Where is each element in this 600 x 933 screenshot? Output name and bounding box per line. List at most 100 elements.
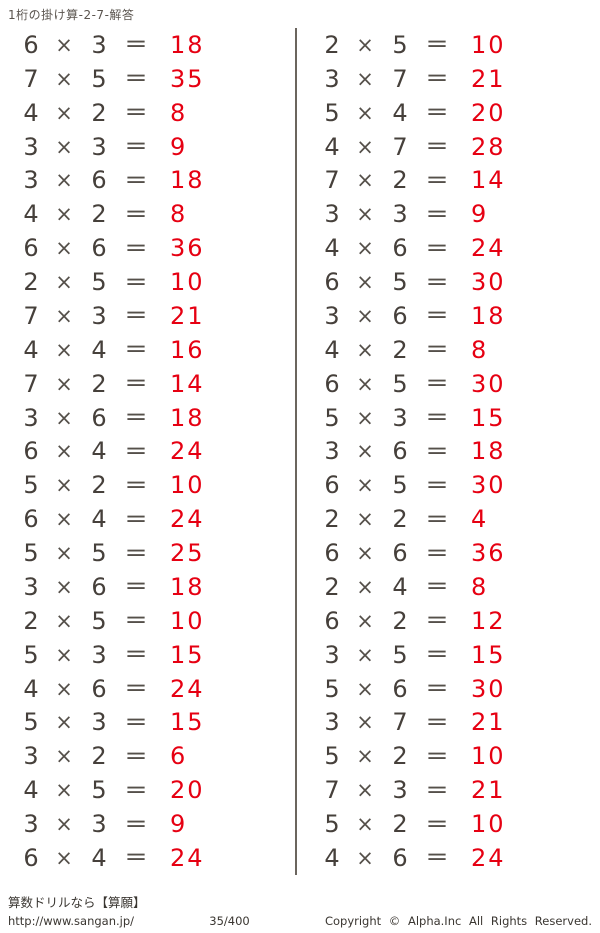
answer-value: 9 xyxy=(170,810,188,839)
operand-a: 7 xyxy=(324,166,340,195)
operand-a: 4 xyxy=(324,843,340,872)
operand-a: 5 xyxy=(324,403,340,432)
operand-a: 3 xyxy=(324,708,340,737)
problem-row: 5 × 2 = 10 xyxy=(0,468,295,502)
column-divider xyxy=(295,28,297,875)
operand-b: 3 xyxy=(392,200,408,229)
answer-value: 4 xyxy=(471,505,489,534)
equals-sign: = xyxy=(425,32,449,58)
operand-b: 6 xyxy=(91,166,107,195)
operand-b: 2 xyxy=(91,200,107,229)
times-sign: × xyxy=(356,812,374,837)
times-sign: × xyxy=(356,507,374,532)
answer-value: 15 xyxy=(471,640,506,669)
copyright-text: Copyright © Alpha.Inc All Rights Reserve… xyxy=(324,914,592,928)
times-sign: × xyxy=(356,778,374,803)
answer-value: 24 xyxy=(170,674,205,703)
answer-value: 18 xyxy=(471,301,506,330)
times-sign: × xyxy=(55,371,73,396)
times-sign: × xyxy=(356,710,374,735)
times-sign: × xyxy=(356,405,374,430)
operand-a: 3 xyxy=(23,572,39,601)
times-sign: × xyxy=(55,32,73,57)
problem-row: 4 × 6 = 24 xyxy=(297,231,600,265)
problem-row: 3 × 3 = 9 xyxy=(0,807,295,841)
equals-sign: = xyxy=(124,845,148,871)
problem-row: 3 × 6 = 18 xyxy=(297,299,600,333)
problem-row: 5 × 5 = 25 xyxy=(0,536,295,570)
problem-row: 6 × 6 = 36 xyxy=(0,231,295,265)
equals-sign: = xyxy=(425,777,449,803)
equals-sign: = xyxy=(124,676,148,702)
times-sign: × xyxy=(356,66,374,91)
equals-sign: = xyxy=(124,811,148,837)
equals-sign: = xyxy=(124,134,148,160)
operand-b: 2 xyxy=(91,471,107,500)
operand-b: 2 xyxy=(392,742,408,771)
problem-row: 3 × 7 = 21 xyxy=(297,62,600,96)
operand-a: 5 xyxy=(23,471,39,500)
times-sign: × xyxy=(55,270,73,295)
problem-row: 5 × 2 = 10 xyxy=(297,807,600,841)
times-sign: × xyxy=(55,100,73,125)
equals-sign: = xyxy=(425,269,449,295)
times-sign: × xyxy=(356,236,374,261)
times-sign: × xyxy=(55,66,73,91)
times-sign: × xyxy=(55,676,73,701)
operand-b: 3 xyxy=(91,301,107,330)
operand-b: 6 xyxy=(392,301,408,330)
answer-value: 8 xyxy=(471,335,489,364)
operand-a: 3 xyxy=(23,810,39,839)
operand-a: 4 xyxy=(23,335,39,364)
answer-value: 24 xyxy=(471,843,506,872)
operand-a: 5 xyxy=(324,98,340,127)
operand-b: 6 xyxy=(392,539,408,568)
operand-b: 6 xyxy=(392,674,408,703)
equals-sign: = xyxy=(124,540,148,566)
times-sign: × xyxy=(356,845,374,870)
equals-sign: = xyxy=(124,506,148,532)
times-sign: × xyxy=(356,473,374,498)
problem-row: 3 × 5 = 15 xyxy=(297,638,600,672)
times-sign: × xyxy=(356,642,374,667)
times-sign: × xyxy=(55,608,73,633)
times-sign: × xyxy=(55,507,73,532)
equals-sign: = xyxy=(425,303,449,329)
operand-b: 3 xyxy=(91,708,107,737)
times-sign: × xyxy=(356,541,374,566)
answer-value: 21 xyxy=(471,708,506,737)
equals-sign: = xyxy=(425,472,449,498)
equals-sign: = xyxy=(124,405,148,431)
equals-sign: = xyxy=(425,438,449,464)
answer-value: 36 xyxy=(170,234,205,263)
operand-a: 3 xyxy=(23,742,39,771)
equals-sign: = xyxy=(425,574,449,600)
operand-b: 7 xyxy=(392,64,408,93)
equals-sign: = xyxy=(124,337,148,363)
operand-a: 3 xyxy=(324,301,340,330)
answer-value: 12 xyxy=(471,606,506,635)
operand-b: 6 xyxy=(91,674,107,703)
footer-site-url: http://www.sangan.jp/ xyxy=(8,914,135,928)
problem-row: 6 × 5 = 30 xyxy=(297,265,600,299)
times-sign: × xyxy=(55,812,73,837)
answer-value: 25 xyxy=(170,539,205,568)
answer-value: 30 xyxy=(471,674,506,703)
answer-value: 15 xyxy=(170,640,205,669)
answer-value: 8 xyxy=(471,572,489,601)
problem-row: 4 × 7 = 28 xyxy=(297,130,600,164)
equals-sign: = xyxy=(425,235,449,261)
operand-b: 4 xyxy=(91,505,107,534)
operand-b: 6 xyxy=(91,403,107,432)
times-sign: × xyxy=(55,642,73,667)
times-sign: × xyxy=(356,270,374,295)
problem-row: 4 × 4 = 16 xyxy=(0,333,295,367)
equals-sign: = xyxy=(124,472,148,498)
equals-sign: = xyxy=(425,66,449,92)
operand-a: 4 xyxy=(324,234,340,263)
equals-sign: = xyxy=(425,167,449,193)
equals-sign: = xyxy=(124,574,148,600)
equals-sign: = xyxy=(124,777,148,803)
equals-sign: = xyxy=(425,134,449,160)
equals-sign: = xyxy=(124,100,148,126)
